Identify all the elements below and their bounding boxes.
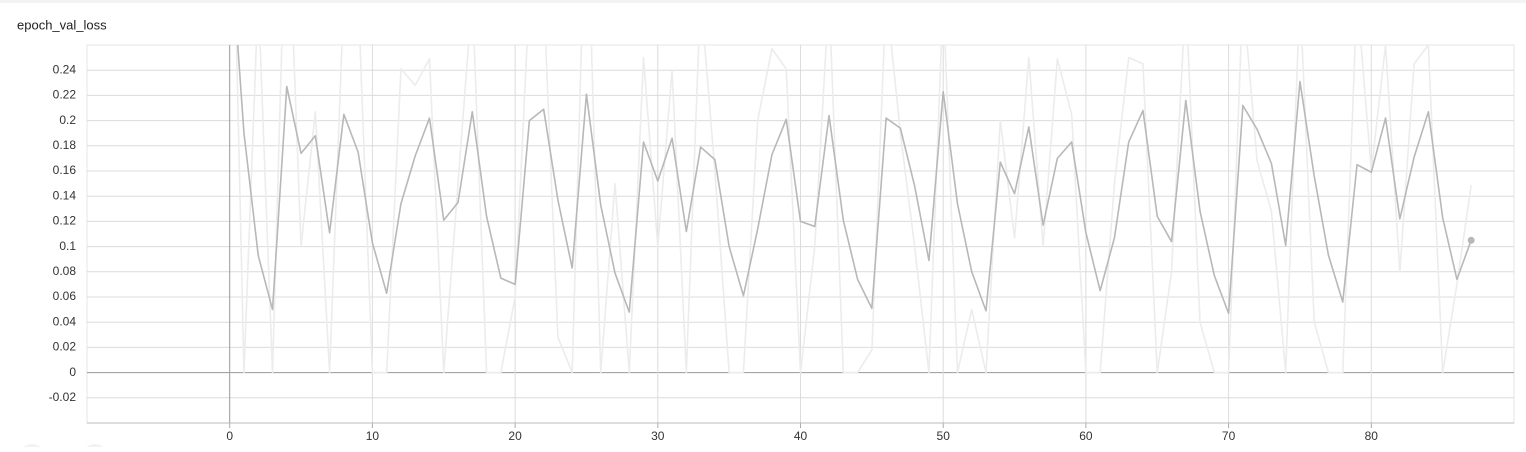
last-point-marker [1467,236,1475,244]
x-tick-label: 10 [366,429,380,443]
top-strip [0,0,1526,3]
y-tick-label: -0.02 [49,390,77,404]
series-line [235,45,1472,374]
x-tick-label: 20 [508,429,522,443]
x-tick-label: 30 [651,429,665,443]
series-line [236,45,1472,315]
y-tick-label: 0.16 [53,163,77,177]
y-tick-label: 0.14 [53,188,77,202]
x-tick-label: 70 [1222,429,1236,443]
y-tick-label: 0.18 [53,138,77,152]
y-tick-label: 0.02 [53,340,77,354]
y-tick-label: 0.06 [53,289,77,303]
x-tick-label: 40 [794,429,808,443]
y-tick-label: 0.12 [53,214,77,228]
x-tick-label: 60 [1079,429,1093,443]
y-tick-label: 0.22 [53,88,77,102]
y-tick-label: 0.04 [53,314,77,328]
x-tick-label: 0 [226,429,233,443]
x-tick-label: 50 [937,429,951,443]
y-tick-label: 0.24 [53,62,77,76]
y-tick-label: 0 [69,365,76,379]
chart-title: epoch_val_loss [17,17,107,32]
y-tick-label: 0.1 [59,239,76,253]
plot-area [235,45,1472,374]
y-tick-label: 0.08 [53,264,77,278]
y-tick-label: 0.2 [59,113,76,127]
x-tick-label: 80 [1365,429,1379,443]
